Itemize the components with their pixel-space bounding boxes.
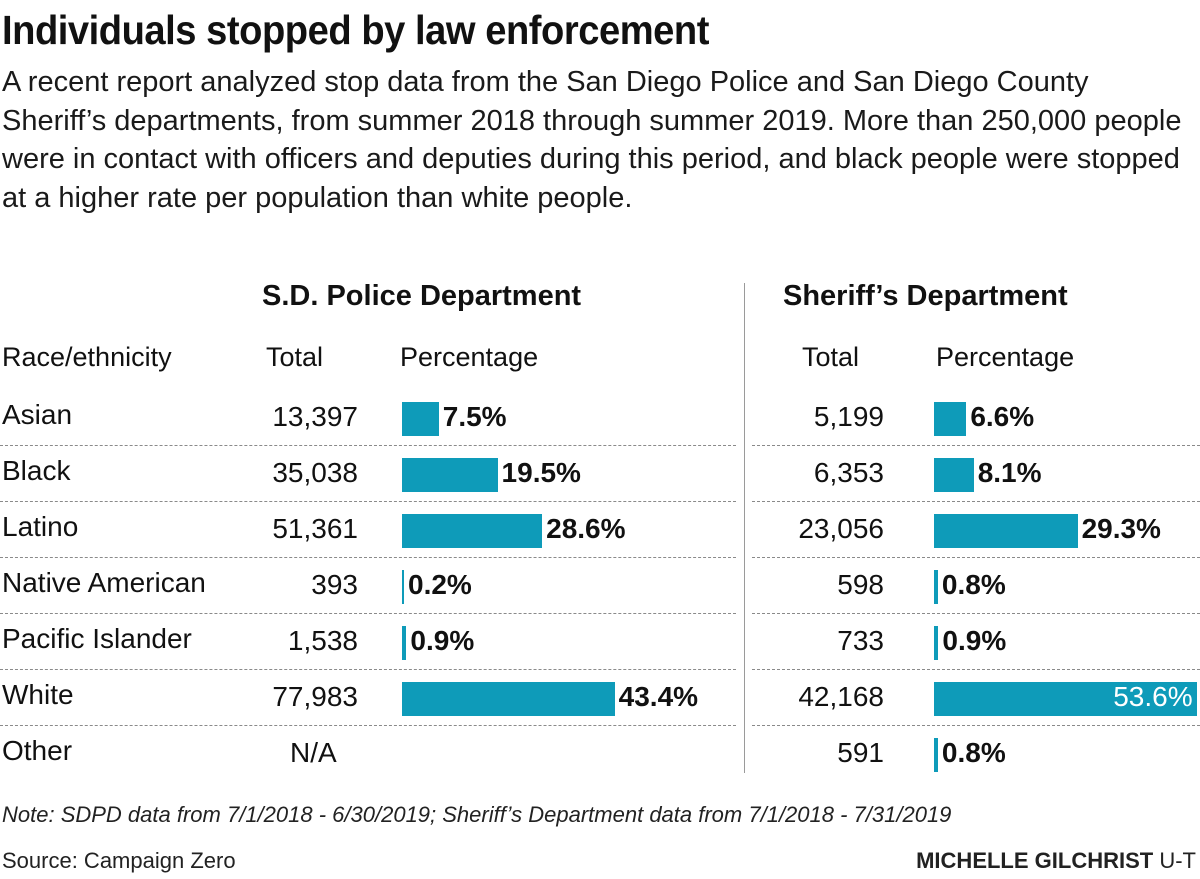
- race-label: Latino: [2, 511, 79, 542]
- race-label: Native American: [2, 567, 206, 598]
- sheriff-pct-label: 6.6%: [970, 401, 1035, 432]
- race-label: Pacific Islander: [2, 623, 192, 654]
- table-row: Asian 13,397 7.5% 5,199 6.6%: [0, 390, 1200, 446]
- table-row: White 77,983 43.4% 42,168 53.6%: [0, 670, 1200, 726]
- row-divider-left: [0, 613, 736, 614]
- sdpd-total-header: Total: [266, 342, 324, 372]
- credit-line: MICHELLE GILCHRIST U-T: [916, 846, 1196, 876]
- sdpd-bar: [402, 682, 615, 716]
- table-row: Latino 51,361 28.6% 23,056 29.3%: [0, 502, 1200, 558]
- sdpd-total-value: 51,361: [272, 513, 358, 544]
- sheriff-total-value: 591: [837, 737, 884, 768]
- sheriff-pct-label: 29.3%: [1081, 513, 1161, 544]
- race-label: White: [2, 679, 74, 710]
- row-divider-right: [752, 669, 1200, 670]
- sheriff-pct-label: 53.6%: [1113, 681, 1193, 712]
- sdpd-bar: [402, 514, 543, 548]
- sheriff-total-value: 598: [837, 569, 884, 600]
- sdpd-pct-label: 28.6%: [546, 513, 626, 544]
- row-divider-left: [0, 725, 736, 726]
- sheriff-percentage-header: Percentage: [936, 342, 1075, 372]
- sdpd-heading: S.D. Police Department: [262, 280, 582, 312]
- sheriff-bar: [934, 458, 974, 492]
- chart-subtitle: A recent report analyzed stop data from …: [2, 66, 1182, 214]
- sdpd-percentage-header: Percentage: [400, 342, 539, 372]
- row-divider-left: [0, 557, 736, 558]
- sheriff-total-value: 6,353: [813, 457, 884, 488]
- sheriff-heading: Sheriff’s Department: [783, 280, 1068, 312]
- sdpd-bar: [402, 626, 407, 660]
- race-label: Other: [2, 735, 73, 766]
- row-divider-right: [752, 557, 1200, 558]
- chart-title: Individuals stopped by law enforcement: [2, 7, 709, 53]
- table-row: Black 35,038 19.5% 6,353 8.1%: [0, 446, 1200, 502]
- row-divider-right: [752, 501, 1200, 502]
- row-divider-right: [752, 613, 1200, 614]
- table-row: Native American 393 0.2% 598 0.8%: [0, 558, 1200, 614]
- sdpd-total-value: 77,983: [272, 681, 358, 712]
- sdpd-bar: [402, 570, 404, 604]
- sdpd-bar: [402, 402, 439, 436]
- row-divider-right: [752, 445, 1200, 446]
- sdpd-total-value: 35,038: [272, 457, 358, 488]
- race-label: Asian: [2, 399, 73, 430]
- sheriff-total-value: 23,056: [798, 513, 884, 544]
- credit-name: MICHELLE GILCHRIST: [916, 848, 1154, 873]
- sheriff-bar: [934, 738, 938, 772]
- race-column-header: Race/ethnicity: [2, 342, 172, 372]
- sdpd-pct-label: 43.4%: [618, 681, 699, 712]
- sheriff-pct-label: 0.8%: [941, 737, 1006, 768]
- sdpd-pct-label: 19.5%: [501, 457, 581, 488]
- column-divider: [744, 283, 745, 773]
- table-row: Pacific Islander 1,538 0.9% 733 0.9%: [0, 614, 1200, 670]
- sdpd-total-value: 393: [311, 569, 358, 600]
- sheriff-total-value: 5,199: [813, 401, 884, 432]
- row-divider-left: [0, 501, 736, 502]
- row-divider-left: [0, 669, 736, 670]
- sheriff-pct-label: 0.8%: [941, 569, 1006, 600]
- table-row: Other N/A 591 0.8%: [0, 726, 1200, 782]
- sheriff-bar: [934, 514, 1078, 548]
- sdpd-total-value: N/A: [290, 737, 337, 768]
- row-divider-left: [0, 445, 736, 446]
- data-note: Note: SDPD data from 7/1/2018 - 6/30/201…: [2, 802, 952, 827]
- sheriff-bar: [934, 626, 939, 660]
- sheriff-bar: [934, 570, 938, 604]
- sdpd-pct-label: 0.9%: [410, 625, 475, 656]
- credit-org: U-T: [1159, 848, 1196, 873]
- sdpd-bar: [402, 458, 498, 492]
- sheriff-pct-label: 8.1%: [977, 457, 1042, 488]
- sheriff-total-header: Total: [802, 342, 860, 372]
- sheriff-total-value: 42,168: [798, 681, 884, 712]
- sheriff-bar: [934, 682, 1197, 716]
- sheriff-bar: [934, 402, 967, 436]
- sdpd-pct-label: 0.2%: [408, 569, 472, 600]
- sdpd-total-value: 13,397: [272, 401, 358, 432]
- sdpd-total-value: 1,538: [287, 625, 358, 656]
- sdpd-pct-label: 7.5%: [442, 401, 507, 432]
- row-divider-right: [752, 725, 1200, 726]
- source-line: Source: Campaign Zero: [2, 848, 236, 873]
- sheriff-total-value: 733: [837, 625, 884, 656]
- sheriff-pct-label: 0.9%: [942, 625, 1007, 656]
- race-label: Black: [2, 455, 71, 486]
